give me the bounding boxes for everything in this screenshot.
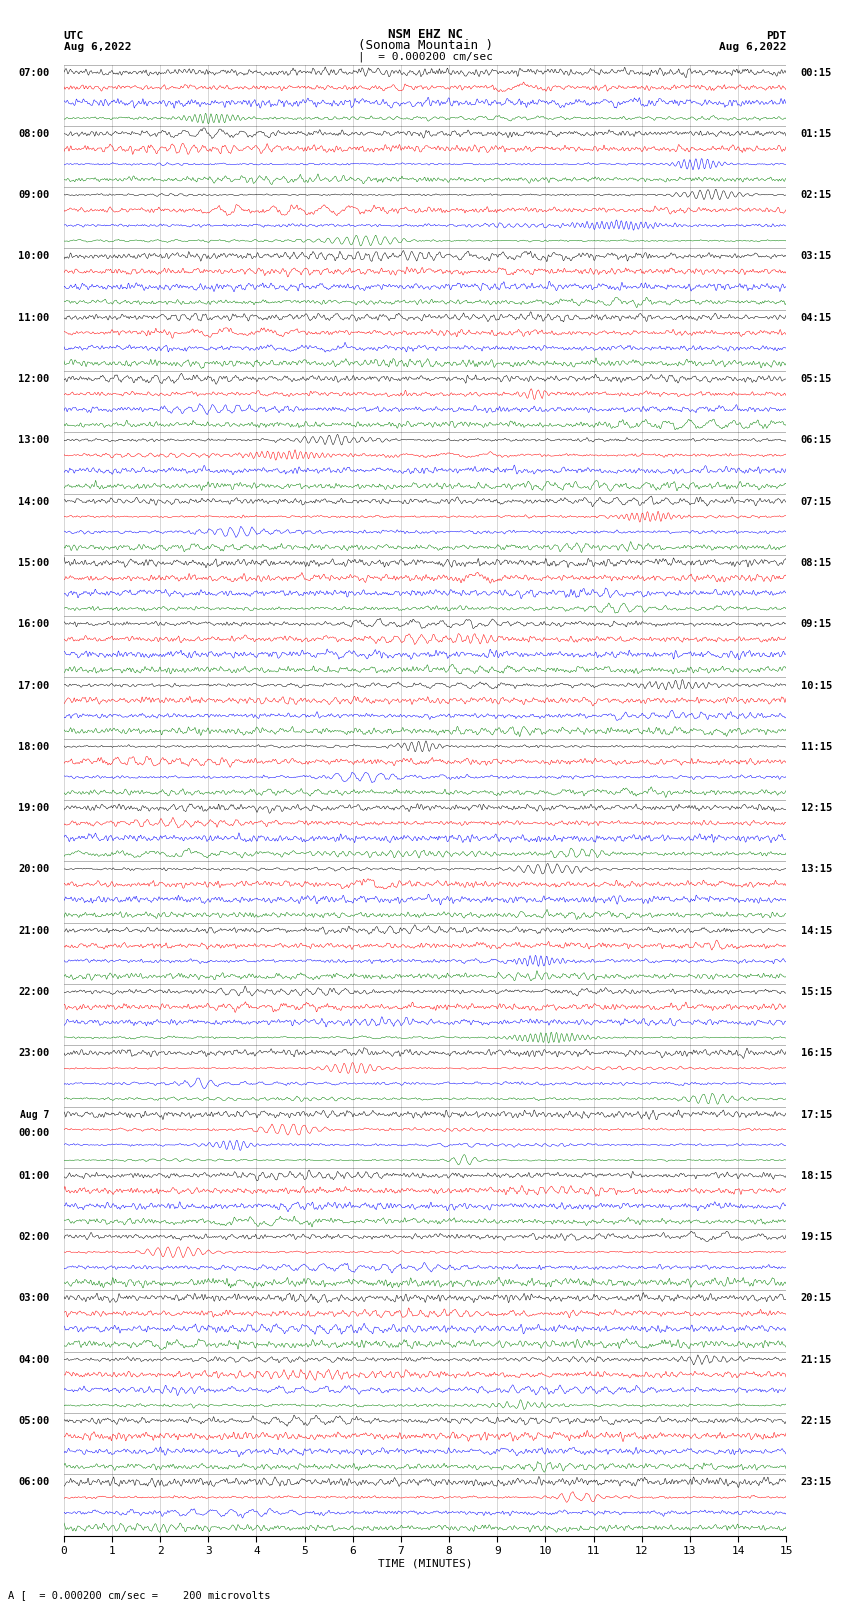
Text: Aug 6,2022: Aug 6,2022 — [64, 42, 131, 52]
Text: 17:00: 17:00 — [18, 681, 49, 690]
Text: NSM EHZ NC: NSM EHZ NC — [388, 27, 462, 40]
Text: |  = 0.000200 cm/sec: | = 0.000200 cm/sec — [358, 52, 492, 63]
Text: 03:00: 03:00 — [18, 1294, 49, 1303]
Text: 04:00: 04:00 — [18, 1355, 49, 1365]
Text: 11:15: 11:15 — [801, 742, 832, 752]
Text: UTC: UTC — [64, 31, 84, 40]
Text: 01:00: 01:00 — [18, 1171, 49, 1181]
Text: 10:15: 10:15 — [801, 681, 832, 690]
Text: 19:00: 19:00 — [18, 803, 49, 813]
Text: 13:00: 13:00 — [18, 436, 49, 445]
Text: Aug 6,2022: Aug 6,2022 — [719, 42, 786, 52]
Text: 23:15: 23:15 — [801, 1478, 832, 1487]
Text: 00:15: 00:15 — [801, 68, 832, 77]
X-axis label: TIME (MINUTES): TIME (MINUTES) — [377, 1558, 473, 1569]
Text: Aug 7: Aug 7 — [20, 1110, 49, 1119]
Text: (Sonoma Mountain ): (Sonoma Mountain ) — [358, 39, 492, 52]
Text: 08:00: 08:00 — [18, 129, 49, 139]
Text: PDT: PDT — [766, 31, 786, 40]
Text: 02:00: 02:00 — [18, 1232, 49, 1242]
Text: 18:00: 18:00 — [18, 742, 49, 752]
Text: 08:15: 08:15 — [801, 558, 832, 568]
Text: 19:15: 19:15 — [801, 1232, 832, 1242]
Text: 12:00: 12:00 — [18, 374, 49, 384]
Text: 04:15: 04:15 — [801, 313, 832, 323]
Text: 06:15: 06:15 — [801, 436, 832, 445]
Text: 02:15: 02:15 — [801, 190, 832, 200]
Text: 17:15: 17:15 — [801, 1110, 832, 1119]
Text: 00:00: 00:00 — [18, 1127, 49, 1137]
Text: 09:15: 09:15 — [801, 619, 832, 629]
Text: 13:15: 13:15 — [801, 865, 832, 874]
Text: 11:00: 11:00 — [18, 313, 49, 323]
Text: 15:00: 15:00 — [18, 558, 49, 568]
Text: 22:15: 22:15 — [801, 1416, 832, 1426]
Text: 21:15: 21:15 — [801, 1355, 832, 1365]
Text: 14:15: 14:15 — [801, 926, 832, 936]
Text: 06:00: 06:00 — [18, 1478, 49, 1487]
Text: 20:15: 20:15 — [801, 1294, 832, 1303]
Text: 16:15: 16:15 — [801, 1048, 832, 1058]
Text: 21:00: 21:00 — [18, 926, 49, 936]
Text: 09:00: 09:00 — [18, 190, 49, 200]
Text: 05:15: 05:15 — [801, 374, 832, 384]
Text: 07:00: 07:00 — [18, 68, 49, 77]
Text: 03:15: 03:15 — [801, 252, 832, 261]
Text: A [  = 0.000200 cm/sec =    200 microvolts: A [ = 0.000200 cm/sec = 200 microvolts — [8, 1590, 271, 1600]
Text: 16:00: 16:00 — [18, 619, 49, 629]
Text: 05:00: 05:00 — [18, 1416, 49, 1426]
Text: 14:00: 14:00 — [18, 497, 49, 506]
Text: 12:15: 12:15 — [801, 803, 832, 813]
Text: 20:00: 20:00 — [18, 865, 49, 874]
Text: 23:00: 23:00 — [18, 1048, 49, 1058]
Text: 15:15: 15:15 — [801, 987, 832, 997]
Text: 10:00: 10:00 — [18, 252, 49, 261]
Text: 18:15: 18:15 — [801, 1171, 832, 1181]
Text: 01:15: 01:15 — [801, 129, 832, 139]
Text: 07:15: 07:15 — [801, 497, 832, 506]
Text: 22:00: 22:00 — [18, 987, 49, 997]
